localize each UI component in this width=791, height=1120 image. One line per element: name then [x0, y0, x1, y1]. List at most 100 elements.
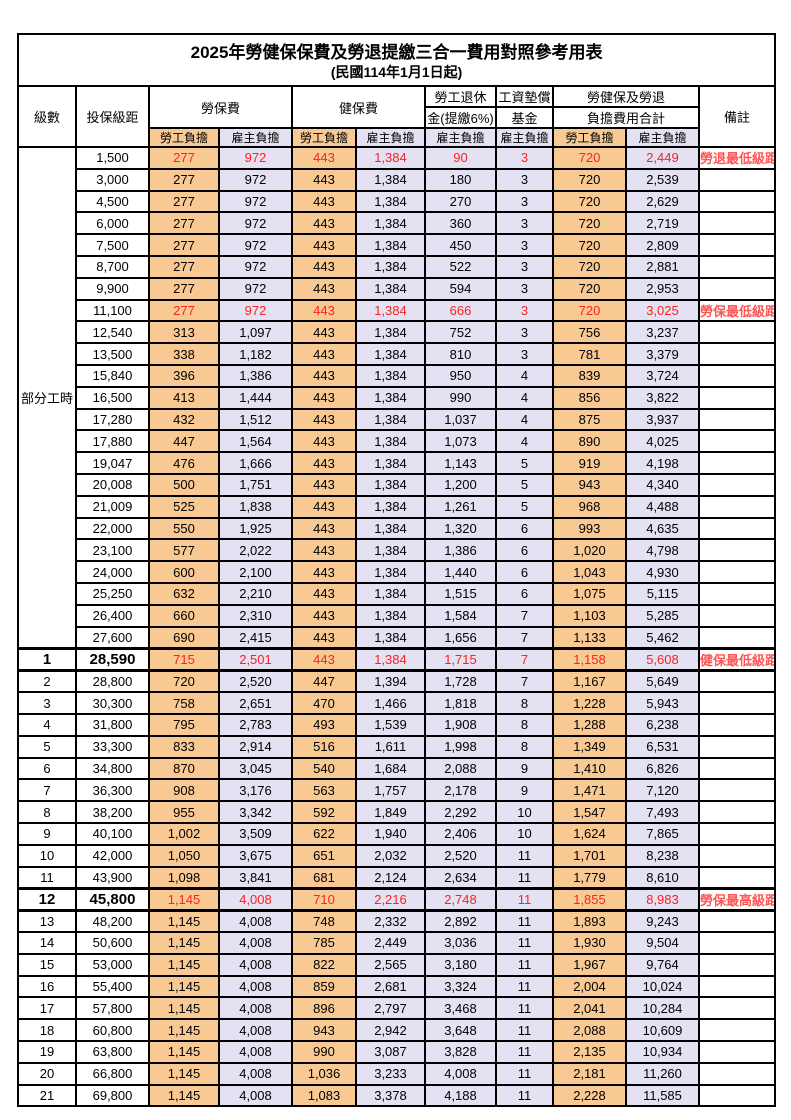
cell-pension-employer: 450 — [424, 233, 497, 257]
subheader-wage-fund-employer: 雇主負擔 — [495, 127, 554, 148]
cell-labor-employer: 972 — [218, 146, 293, 170]
cell-health-employee: 443 — [291, 494, 357, 519]
cell-labor-employer: 4,008 — [218, 886, 293, 912]
cell-labor-employer: 972 — [218, 189, 293, 214]
cell-labor-employee: 277 — [148, 189, 220, 214]
cell-total-employee: 875 — [552, 407, 627, 432]
cell-health-employee: 859 — [291, 974, 357, 999]
cell-bracket: 3,000 — [75, 167, 150, 192]
cell-labor-employer: 2,783 — [218, 712, 293, 737]
table-row: 7,500 277 972 443 1,384 450 3 720 2,809 — [18, 233, 777, 257]
cell-labor-employer: 1,666 — [218, 451, 293, 475]
cell-labor-employee: 833 — [148, 734, 220, 759]
cell-remark — [697, 494, 777, 519]
cell-wage-fund-employer: 5 — [495, 472, 554, 497]
cell-health-employer: 2,565 — [355, 952, 426, 977]
cell-health-employee: 622 — [291, 821, 357, 846]
cell-total-employer: 4,198 — [625, 451, 700, 475]
cell-labor-employee: 313 — [148, 320, 220, 345]
cell-total-employee: 1,103 — [552, 603, 627, 628]
cell-labor-employer: 1,564 — [218, 429, 293, 454]
cell-remark — [697, 996, 777, 1021]
cell-remark — [697, 603, 777, 628]
table-row: 12,540 313 1,097 443 1,384 752 3 756 3,237 — [18, 320, 777, 345]
cell-total-employer: 3,237 — [625, 320, 700, 345]
table-row: 7 36,300 908 3,176 563 1,757 2,178 9 1,471 7,120 — [17, 778, 777, 803]
premium-reference-table: 2025年勞健保保費及勞退提繳三合一費用對照參考用表 (民國114年1月1日起)… — [16, 33, 777, 1108]
cell-health-employee: 443 — [291, 276, 357, 301]
cell-labor-employee: 1,145 — [148, 974, 220, 999]
cell-health-employee: 540 — [291, 756, 357, 781]
cell-wage-fund-employer: 4 — [495, 429, 554, 454]
cell-labor-employee: 1,145 — [148, 909, 220, 934]
cell-health-employee: 443 — [291, 254, 357, 279]
cell-labor-employee: 525 — [148, 494, 220, 519]
cell-health-employee: 443 — [291, 581, 357, 606]
cell-labor-employee: 1,145 — [148, 886, 220, 912]
cell-total-employer: 2,953 — [625, 276, 700, 301]
cell-labor-employee: 870 — [148, 756, 220, 781]
cell-pension-employer: 1,440 — [424, 560, 497, 584]
cell-health-employer: 1,384 — [355, 211, 426, 236]
cell-labor-employer: 2,501 — [218, 646, 293, 672]
cell-wage-fund-employer: 7 — [495, 625, 554, 650]
cell-total-employee: 720 — [552, 167, 627, 192]
table-row: 3 30,300 758 2,651 470 1,466 1,818 8 1,228 5,943 — [17, 691, 777, 715]
cell-labor-employee: 690 — [148, 625, 220, 650]
cell-remark — [697, 756, 777, 781]
cell-total-employer: 7,120 — [625, 778, 700, 803]
cell-remark — [697, 320, 777, 345]
cell-labor-employee: 277 — [148, 276, 220, 301]
cell-wage-fund-employer: 6 — [495, 581, 554, 606]
cell-total-employee: 2,004 — [552, 974, 627, 999]
cell-total-employee: 1,167 — [552, 669, 627, 694]
cell-pension-employer: 1,037 — [424, 407, 497, 432]
table-row: 8,700 277 972 443 1,384 522 3 720 2,881 — [18, 254, 777, 279]
cell-pension-employer: 3,468 — [424, 996, 497, 1021]
table-row: 18 60,800 1,145 4,008 943 2,942 3,648 11 2,088 10… — [17, 1018, 777, 1043]
cell-pension-employer: 522 — [424, 254, 497, 279]
cell-total-employer: 2,881 — [625, 254, 700, 279]
cell-bracket: 4,500 — [75, 189, 150, 214]
cell-health-employee: 443 — [291, 603, 357, 628]
cell-labor-employer: 4,008 — [218, 952, 293, 977]
cell-level: 12 — [17, 886, 77, 912]
cell-labor-employer: 3,509 — [218, 821, 293, 846]
cell-labor-employer: 4,008 — [218, 1061, 293, 1086]
cell-total-employer: 10,934 — [625, 1040, 700, 1064]
cell-labor-employee: 955 — [148, 800, 220, 824]
cell-labor-employer: 2,520 — [218, 669, 293, 694]
cell-pension-employer: 2,892 — [424, 909, 497, 934]
cell-labor-employee: 277 — [148, 167, 220, 192]
cell-total-employer: 5,285 — [625, 603, 700, 628]
cell-labor-employer: 972 — [218, 211, 293, 236]
cell-pension-employer: 180 — [424, 167, 497, 192]
table-row: 5 33,300 833 2,914 516 1,611 1,998 8 1,349 6,531 — [17, 734, 777, 759]
cell-remark — [697, 407, 777, 432]
cell-bracket: 63,800 — [75, 1040, 150, 1064]
cell-health-employer: 1,384 — [355, 646, 426, 672]
cell-health-employee: 592 — [291, 800, 357, 824]
cell-total-employee: 1,020 — [552, 538, 627, 563]
cell-labor-employer: 1,512 — [218, 407, 293, 432]
cell-bracket: 60,800 — [75, 1018, 150, 1043]
cell-health-employer: 1,384 — [355, 538, 426, 563]
cell-total-employer: 2,629 — [625, 189, 700, 214]
cell-health-employer: 3,233 — [355, 1061, 426, 1086]
cell-labor-employee: 500 — [148, 472, 220, 497]
cell-labor-employee: 660 — [148, 603, 220, 628]
cell-labor-employee: 413 — [148, 385, 220, 410]
cell-total-employer: 2,719 — [625, 211, 700, 236]
cell-level: 15 — [17, 952, 77, 977]
cell-health-employer: 1,384 — [355, 494, 426, 519]
cell-health-employer: 1,384 — [355, 233, 426, 257]
cell-pension-employer: 3,648 — [424, 1018, 497, 1043]
cell-remark — [697, 1083, 777, 1108]
cell-total-employer: 10,024 — [625, 974, 700, 999]
table-row: 25,250 632 2,210 443 1,384 1,515 6 1,075 5,115 — [18, 581, 777, 606]
cell-pension-employer: 1,715 — [424, 646, 497, 672]
cell-labor-employee: 600 — [148, 560, 220, 584]
cell-total-employer: 5,608 — [625, 646, 700, 672]
cell-remark — [697, 821, 777, 846]
cell-health-employer: 2,449 — [355, 931, 426, 955]
